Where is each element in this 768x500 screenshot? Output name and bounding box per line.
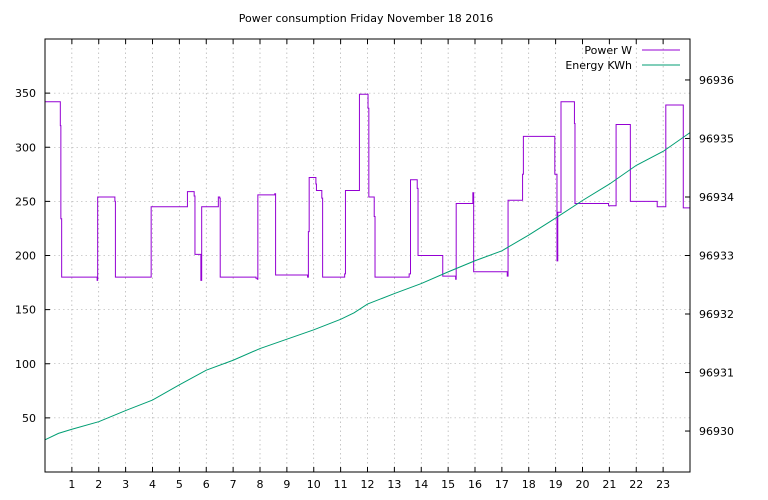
- x-tick-label: 4: [149, 478, 156, 491]
- x-tick-label: 6: [203, 478, 210, 491]
- x-tick-label: 3: [122, 478, 129, 491]
- x-tick-label: 20: [576, 478, 590, 491]
- x-tick-label: 1: [68, 478, 75, 491]
- x-tick-label: 8: [257, 478, 264, 491]
- y-tick-label: 50: [22, 412, 36, 425]
- y2-tick-label: 96931: [699, 367, 734, 380]
- x-tick-label: 7: [230, 478, 237, 491]
- x-tick-label: 15: [441, 478, 455, 491]
- x-tick-label: 22: [629, 478, 643, 491]
- y2-tick-label: 96932: [699, 308, 734, 321]
- plot-series: [44, 93, 691, 441]
- x-tick-label: 14: [414, 478, 428, 491]
- x-tick-label: 13: [387, 478, 401, 491]
- legend-label: Power W: [584, 44, 632, 57]
- x-tick-label: 5: [176, 478, 183, 491]
- y-tick-label: 250: [15, 195, 36, 208]
- y2-tick-label: 96930: [699, 425, 734, 438]
- y2-tick-label: 96933: [699, 250, 734, 263]
- axis-ticks: [45, 39, 690, 472]
- x-tick-label: 10: [307, 478, 321, 491]
- grid-lines: [45, 39, 690, 472]
- tick-labels: 1 2 3 4 5 6 7 8 9 10 11 12 13 14 15 16 17 18 19 20 21 22 23501…: [15, 74, 734, 491]
- x-tick-label: 18: [522, 478, 536, 491]
- series-line-power: [45, 93, 690, 281]
- y2-tick-label: 96935: [699, 132, 734, 145]
- y-tick-label: 350: [15, 87, 36, 100]
- x-tick-label: 16: [468, 478, 482, 491]
- x-tick-label: 11: [334, 478, 348, 491]
- legend: Power W Energy KWh: [565, 44, 680, 72]
- chart-title: Power consumption Friday November 18 201…: [239, 12, 494, 25]
- x-tick-label: 23: [656, 478, 670, 491]
- y-tick-label: 300: [15, 141, 36, 154]
- series-line-energy: [44, 132, 691, 441]
- y2-tick-label: 96936: [699, 74, 734, 87]
- y-tick-label: 150: [15, 304, 36, 317]
- x-tick-label: 19: [549, 478, 563, 491]
- x-tick-label: 2: [95, 478, 102, 491]
- y-tick-label: 200: [15, 250, 36, 263]
- y-tick-label: 100: [15, 358, 36, 371]
- x-tick-label: 17: [495, 478, 509, 491]
- legend-label: Energy KWh: [565, 59, 632, 72]
- y2-tick-label: 96934: [699, 191, 734, 204]
- x-tick-label: 9: [283, 478, 290, 491]
- x-tick-label: 12: [361, 478, 375, 491]
- x-tick-label: 21: [602, 478, 616, 491]
